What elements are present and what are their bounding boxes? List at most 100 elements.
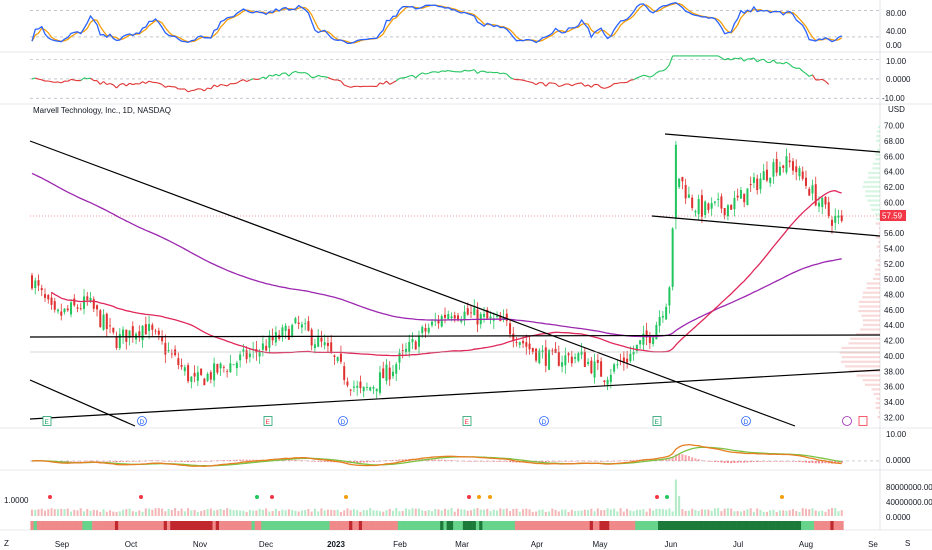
heat-strip-cell: [658, 521, 662, 530]
heat-strip-cell: [827, 521, 831, 530]
volume-profile-bar: [872, 162, 880, 165]
candle-body: [63, 308, 66, 313]
candle-body: [684, 184, 687, 199]
oscillator-segment: [665, 64, 670, 70]
heat-strip-cell: [807, 521, 812, 530]
candle-body: [596, 359, 599, 363]
heat-strip-cell: [46, 521, 51, 530]
candle-body: [752, 177, 755, 183]
candle-body: [375, 388, 378, 392]
macd-histogram-bar: [544, 460, 547, 463]
macd-tick-0: 0.0000: [886, 456, 911, 465]
corner-settings-button[interactable]: S: [905, 539, 910, 548]
oscillator-segment: [259, 76, 264, 80]
oscillator-segment: [610, 83, 615, 87]
oscillator-segment: [422, 72, 426, 75]
volume-bar: [151, 509, 154, 516]
oscillator-segment: [389, 82, 394, 85]
candle-body: [577, 353, 580, 361]
volume-bar: [476, 508, 479, 516]
oscillator-segment: [626, 79, 631, 83]
candle-body: [655, 324, 658, 340]
candle-body: [434, 320, 437, 322]
volume-bar: [359, 511, 362, 516]
oscillator-segment: [730, 57, 735, 61]
candle-body: [769, 177, 772, 184]
candle-body: [291, 324, 294, 337]
candle-body: [89, 297, 92, 301]
candle-body: [707, 203, 710, 211]
volume-profile-bar: [879, 254, 880, 257]
dividend-marker-icon: [741, 416, 751, 426]
macd-histogram-bar: [561, 460, 564, 462]
volume-bar: [814, 510, 817, 516]
macd-histogram-bar: [626, 460, 629, 461]
volume-bar: [30, 509, 34, 516]
heat-strip-cell: [326, 521, 330, 530]
volume-bar: [619, 508, 622, 516]
heat-strip-cell: [723, 521, 727, 530]
volume-bar: [808, 509, 811, 516]
heat-strip-cell: [579, 521, 584, 530]
heat-strip-cell: [446, 521, 451, 530]
volume-bar: [674, 479, 677, 516]
candle-body: [79, 308, 82, 310]
volume-profile-bar: [875, 402, 880, 405]
oscillator-segment: [275, 73, 280, 77]
oscillator-segment: [142, 81, 147, 84]
heat-strip-cell: [703, 521, 708, 530]
oscillator-segment: [246, 79, 251, 83]
trendline: [29, 379, 136, 427]
oscillator-segment: [200, 88, 205, 92]
volume-bar: [183, 511, 186, 516]
volume-bar: [34, 509, 37, 516]
heat-strip-cell: [79, 521, 83, 530]
candle-body: [733, 197, 736, 210]
heat-strip-cell: [758, 521, 763, 530]
volume-bar: [629, 510, 632, 516]
candle-body: [674, 144, 677, 218]
oscillator-segment: [734, 57, 738, 60]
volume-bar: [245, 511, 248, 516]
corner-z-button[interactable]: Z: [4, 539, 9, 548]
candle-body: [209, 372, 212, 380]
macd-histogram-bar: [457, 460, 460, 462]
macd-histogram-bar: [177, 460, 180, 462]
oscillator-segment: [428, 71, 433, 74]
macd-histogram-bar: [219, 460, 222, 461]
heat-strip-cell: [147, 521, 151, 530]
candle-body: [245, 350, 248, 360]
volume-bar: [447, 509, 450, 516]
oscillator-segment: [792, 66, 797, 69]
oscillator-segment: [90, 77, 95, 82]
volume-signal-dot: [655, 495, 659, 499]
volume-bar: [164, 511, 167, 516]
event-marker: E: [263, 416, 273, 426]
heat-strip-cell: [524, 521, 529, 530]
candle-body: [678, 178, 681, 188]
candle-body: [232, 364, 235, 366]
volume-profile-bar: [858, 310, 880, 313]
volume-profile-bar: [841, 356, 880, 359]
volume-bar: [343, 510, 346, 516]
candle-body: [557, 351, 560, 366]
candle-body: [151, 324, 154, 330]
heat-strip-cell: [140, 521, 145, 530]
volume-profile-bar: [875, 153, 880, 156]
oscillator-segment: [236, 80, 241, 84]
heat-strip-cell: [716, 521, 721, 530]
event-marker-label: D: [341, 419, 346, 426]
macd-histogram-bar: [151, 460, 154, 461]
heat-strip-cell: [602, 521, 607, 530]
sma-50-line: [51, 190, 842, 357]
candle-body: [401, 350, 404, 351]
macd-histogram-bar: [723, 460, 726, 463]
candle-body: [118, 333, 121, 349]
oscillator-segment: [552, 82, 556, 85]
macd-histogram-bar: [86, 460, 89, 462]
volume-bar: [707, 509, 710, 516]
heat-strip-cell: [36, 521, 41, 530]
volume-bar: [235, 510, 238, 516]
heat-strip-cell: [739, 521, 743, 530]
candle-body: [115, 336, 118, 348]
